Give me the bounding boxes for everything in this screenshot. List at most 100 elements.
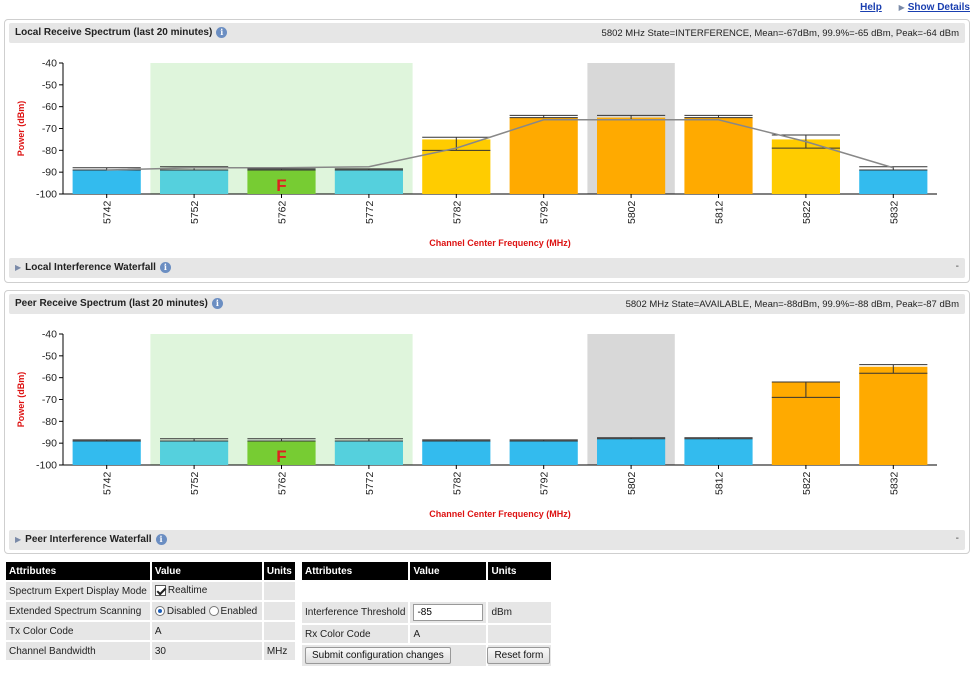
x-tick-label: 5762 (277, 200, 289, 224)
units-cell (263, 622, 295, 640)
local-spectrum-svg: -40 -50 -60 -70 -80 -90 -100 Power (dBm) 5742 575… (16, 58, 937, 248)
peer-spectrum-title: Peer Receive Spectrum (last 20 minutes) i (15, 298, 223, 309)
x-axis-label: Channel Center Frequency (MHz) (429, 509, 571, 519)
x-tick-label: 5752 (189, 200, 201, 224)
realtime-checkbox[interactable] (154, 585, 166, 597)
disabled-radio[interactable] (154, 605, 165, 616)
table-row: Tx Color Code A (6, 622, 295, 640)
bar (160, 169, 229, 194)
units-cell (488, 625, 552, 643)
blank-cell (488, 582, 551, 600)
y-tick-label: -50 (42, 350, 57, 362)
peer-spectrum-panel: Peer Receive Spectrum (last 20 minutes) i… (4, 290, 970, 554)
x-tick-label: 5742 (102, 471, 114, 495)
x-tick-label: 5802 (626, 200, 638, 224)
x-tick-label: 5812 (714, 471, 726, 495)
peer-spectrum-svg: -40 -50 -60 -70 -80 -90 -100 Power (dBm) 5742 575… (16, 329, 937, 519)
units-cell (263, 582, 295, 600)
info-icon[interactable]: i (159, 262, 171, 273)
interference-threshold-input[interactable] (413, 604, 484, 621)
y-tick-label: -100 (36, 460, 57, 472)
tx-color-code-value: A (151, 622, 262, 640)
peer-spectrum-title-text: Peer Receive Spectrum (last 20 minutes) (15, 298, 208, 310)
y-tick-label: -70 (42, 123, 57, 135)
peer-waterfall-label: Peer Interference Waterfall (25, 534, 152, 546)
bar (859, 366, 928, 465)
y-tick-label: -40 (42, 329, 57, 341)
local-spectrum-chart: -40 -50 -60 -70 -80 -90 -100 Power (dBm) 5742 575… (9, 48, 967, 258)
header-units: Units (263, 562, 295, 580)
reset-cell: Reset form (487, 645, 552, 666)
show-details-label: Show Details (907, 2, 970, 13)
local-spectrum-stats: 5802 MHz State=INTERFERENCE, Mean=-67dBm… (601, 28, 959, 39)
peer-spectrum-stats: 5802 MHz State=AVAILABLE, Mean=-88dBm, 9… (625, 299, 959, 310)
y-tick-label: -100 (36, 189, 57, 201)
table-row: Spectrum Expert Display Mode Realtime (6, 582, 295, 600)
top-links: Help ▶ Show Details (846, 2, 970, 13)
peer-spectrum-chart: -40 -50 -60 -70 -80 -90 -100 Power (dBm) 5742 575… (9, 319, 967, 529)
bar (72, 440, 141, 465)
x-tick-label: 5832 (888, 471, 900, 495)
enabled-label: Enabled (220, 605, 258, 617)
x-tick-label: 5822 (801, 471, 813, 495)
peer-waterfall-state: - (955, 533, 959, 544)
y-tick-label: -90 (42, 438, 57, 450)
bar (684, 117, 753, 194)
y-axis-label: Power (dBm) (16, 101, 26, 157)
header-value: Value (151, 562, 262, 580)
attr-label: Extended Spectrum Scanning (6, 602, 150, 620)
help-link[interactable]: Help (860, 2, 882, 13)
info-icon[interactable]: i (155, 534, 167, 545)
x-tick-label: 5782 (451, 471, 463, 495)
enabled-radio[interactable] (208, 605, 219, 616)
bar (509, 440, 578, 465)
submit-configuration-button[interactable]: Submit configuration changes (305, 647, 451, 664)
rx-color-code-value: A (410, 625, 487, 643)
info-icon[interactable]: i (216, 27, 228, 38)
triangle-right-icon: ▶ (898, 3, 905, 12)
channel-bandwidth-value: 30 (151, 642, 262, 660)
bar (684, 438, 753, 465)
bar (509, 117, 578, 194)
x-tick-label: 5752 (189, 471, 201, 495)
x-tick-label: 5812 (714, 200, 726, 224)
x-tick-label: 5792 (539, 200, 551, 224)
disabled-label: Disabled (166, 605, 206, 617)
bar (160, 440, 229, 465)
attr-label: Rx Color Code (302, 625, 409, 643)
x-tick-label: 5832 (888, 200, 900, 224)
reset-form-button[interactable]: Reset form (487, 647, 551, 664)
blank-cell (302, 582, 408, 600)
local-waterfall-toggle[interactable]: ▶ Local Interference Waterfall i - (9, 258, 965, 278)
info-icon[interactable]: i (211, 298, 223, 309)
table-row: Interference Threshold dBm (302, 602, 552, 623)
triangle-right-icon: ▶ (15, 263, 22, 273)
bar (247, 440, 316, 465)
local-spectrum-header: Local Receive Spectrum (last 20 minutes)… (9, 23, 965, 43)
flag-marker: F (276, 176, 286, 195)
x-tick-label: 5822 (801, 200, 813, 224)
y-tick-label: -40 (42, 58, 57, 70)
y-tick-label: -60 (42, 372, 57, 384)
bar (334, 440, 403, 465)
table-row (302, 582, 551, 600)
local-spectrum-title: Local Receive Spectrum (last 20 minutes)… (15, 27, 228, 38)
y-tick-label: -80 (42, 145, 57, 157)
table-row: Extended Spectrum Scanning Disabled Enab… (6, 602, 295, 620)
table-row: Rx Color Code A (302, 625, 552, 643)
header-attributes: Attributes (302, 562, 409, 580)
y-tick-label: -60 (42, 101, 57, 113)
bar (859, 169, 928, 194)
triangle-right-icon: ▶ (15, 535, 22, 545)
y-tick-label: -90 (42, 167, 57, 179)
attr-label: Spectrum Expert Display Mode (6, 582, 150, 600)
peer-waterfall-toggle[interactable]: ▶ Peer Interference Waterfall i - (9, 530, 965, 550)
bar (72, 169, 141, 194)
show-details-link[interactable]: ▶ Show Details (899, 2, 970, 13)
y-tick-label: -70 (42, 394, 57, 406)
x-tick-label: 5772 (364, 471, 376, 495)
bar (597, 438, 666, 465)
local-waterfall-label: Local Interference Waterfall (25, 262, 156, 274)
header-value: Value (410, 562, 487, 580)
local-spectrum-panel: Local Receive Spectrum (last 20 minutes)… (4, 19, 970, 283)
